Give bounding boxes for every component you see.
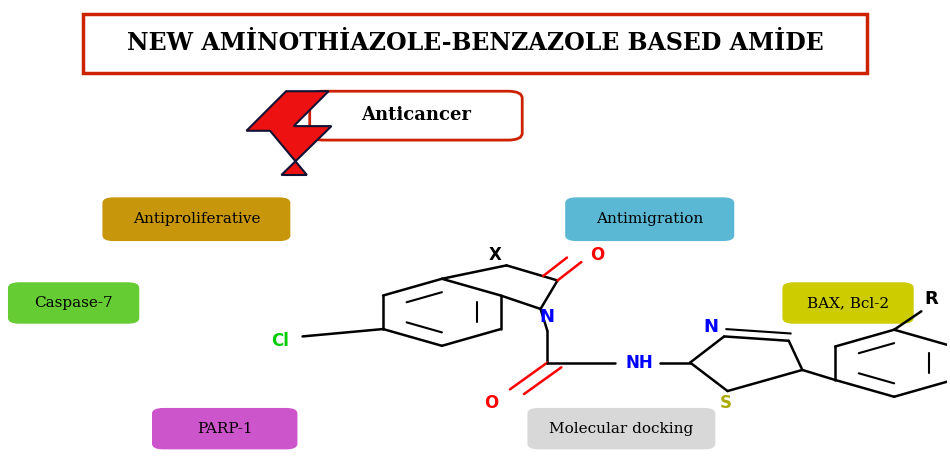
FancyBboxPatch shape bbox=[83, 15, 867, 73]
Text: S: S bbox=[720, 394, 732, 413]
Text: N: N bbox=[540, 309, 555, 326]
Text: X: X bbox=[488, 246, 502, 264]
FancyBboxPatch shape bbox=[310, 91, 522, 140]
FancyBboxPatch shape bbox=[8, 282, 140, 324]
Text: Cl: Cl bbox=[271, 332, 289, 350]
FancyBboxPatch shape bbox=[565, 197, 734, 241]
Polygon shape bbox=[246, 91, 332, 175]
Text: N: N bbox=[703, 318, 718, 336]
FancyBboxPatch shape bbox=[527, 408, 715, 449]
Text: Anticancer: Anticancer bbox=[361, 106, 471, 124]
Text: BAX, Bcl-2: BAX, Bcl-2 bbox=[807, 296, 889, 310]
Text: NH: NH bbox=[625, 354, 653, 372]
Text: Molecular docking: Molecular docking bbox=[549, 422, 694, 436]
FancyBboxPatch shape bbox=[152, 408, 297, 449]
Text: R: R bbox=[924, 290, 939, 308]
FancyBboxPatch shape bbox=[783, 282, 914, 324]
Text: PARP-1: PARP-1 bbox=[197, 422, 253, 436]
FancyBboxPatch shape bbox=[103, 197, 291, 241]
Text: O: O bbox=[484, 394, 498, 412]
Text: Antimigration: Antimigration bbox=[596, 212, 703, 226]
Text: NEW AMİNOTHİAZOLE-BENZAZOLE BASED AMİDE: NEW AMİNOTHİAZOLE-BENZAZOLE BASED AMİDE bbox=[126, 31, 824, 55]
Text: O: O bbox=[590, 246, 604, 264]
Text: Antiproliferative: Antiproliferative bbox=[133, 212, 260, 226]
Text: Caspase-7: Caspase-7 bbox=[34, 296, 113, 310]
